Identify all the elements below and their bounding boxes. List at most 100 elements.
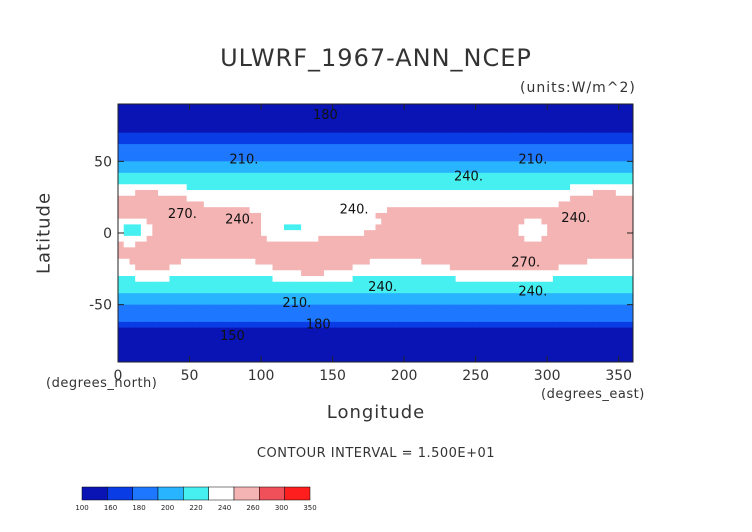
heatmap-cell	[564, 258, 571, 266]
heatmap-cell	[558, 190, 565, 197]
heatmap-cell	[364, 270, 371, 277]
heatmap-cell	[472, 144, 480, 151]
heatmap-cell	[329, 172, 337, 180]
heatmap-cell	[221, 190, 228, 197]
heatmap-cell	[512, 333, 520, 340]
heatmap-cell	[221, 327, 228, 334]
heatmap-cell	[610, 144, 617, 151]
heatmap-cell	[615, 144, 623, 151]
heatmap-cell	[552, 344, 560, 352]
heatmap-cell	[312, 304, 319, 311]
heatmap-cell	[392, 356, 399, 362]
heatmap-cell	[432, 344, 440, 352]
heatmap-cell	[221, 224, 228, 231]
heatmap-cell	[180, 115, 188, 122]
heatmap-cell	[123, 207, 131, 214]
heatmap-cell	[169, 339, 176, 346]
heatmap-cell	[621, 327, 628, 334]
heatmap-cell	[558, 321, 565, 329]
heatmap-cell	[369, 172, 377, 180]
heatmap-cell	[198, 224, 205, 231]
heatmap-cell	[301, 144, 308, 151]
heatmap-cell	[261, 321, 268, 329]
heatmap-cell	[158, 293, 165, 300]
heatmap-cell	[507, 195, 514, 203]
heatmap-cell	[575, 109, 583, 117]
heatmap-cell	[215, 190, 222, 197]
heatmap-cell	[489, 218, 497, 225]
heatmap-cell	[432, 321, 440, 329]
heatmap-cell	[123, 321, 131, 329]
heatmap-cell	[501, 230, 508, 237]
heatmap-cell	[364, 184, 371, 191]
heatmap-cell	[598, 310, 605, 317]
heatmap-cell	[272, 247, 279, 254]
heatmap-cell	[346, 230, 354, 237]
heatmap-cell	[398, 155, 405, 162]
heatmap-cell	[346, 115, 354, 122]
heatmap-cell	[364, 126, 371, 134]
heatmap-cell	[226, 316, 234, 323]
heatmap-cell	[518, 155, 525, 162]
heatmap-cell	[552, 264, 560, 271]
heatmap-cell	[146, 264, 153, 271]
heatmap-cell	[140, 350, 148, 357]
heatmap-cell	[627, 258, 633, 266]
heatmap-cell	[215, 144, 222, 151]
heatmap-cell	[375, 339, 382, 346]
heatmap-cell	[427, 310, 434, 317]
heatmap-cell	[221, 310, 228, 317]
heatmap-cell	[547, 276, 554, 283]
heatmap-cell	[152, 132, 159, 139]
heatmap-cell	[192, 356, 199, 362]
heatmap-cell	[243, 356, 251, 362]
heatmap-cell	[472, 281, 480, 289]
heatmap-cell	[444, 144, 451, 151]
heatmap-cell	[495, 115, 502, 122]
heatmap-cell	[432, 172, 440, 180]
heatmap-cell	[329, 241, 337, 248]
heatmap-cell	[192, 190, 199, 197]
heatmap-cell	[215, 258, 222, 266]
heatmap-cell	[129, 212, 136, 220]
heatmap-cell	[278, 155, 285, 162]
heatmap-cell	[283, 235, 291, 243]
heatmap-cell	[232, 333, 239, 340]
heatmap-cell	[564, 109, 571, 117]
heatmap-cell	[381, 121, 388, 128]
heatmap-cell	[243, 132, 251, 139]
heatmap-cell	[438, 138, 445, 145]
heatmap-cell	[135, 304, 142, 311]
heatmap-cell	[135, 356, 142, 362]
heatmap-cell	[180, 339, 188, 346]
heatmap-cell	[512, 172, 520, 180]
heatmap-cell	[415, 138, 422, 145]
heatmap-cell	[118, 144, 125, 151]
heatmap-cell	[621, 172, 628, 180]
heatmap-cell	[123, 121, 131, 128]
heatmap-cell	[329, 161, 337, 168]
heatmap-cell	[432, 356, 440, 362]
heatmap-cell	[278, 287, 285, 294]
heatmap-cell	[489, 144, 497, 151]
heatmap-cell	[472, 270, 480, 277]
heatmap-cell	[449, 218, 457, 225]
heatmap-cell	[386, 230, 394, 237]
heatmap-cell	[392, 132, 399, 139]
heatmap-cell	[375, 350, 382, 357]
heatmap-cell	[598, 356, 605, 362]
heatmap-cell	[455, 126, 462, 134]
heatmap-cell	[243, 241, 251, 248]
heatmap-cell	[140, 207, 148, 214]
heatmap-cell	[495, 310, 502, 317]
heatmap-cell	[467, 115, 474, 122]
heatmap-cell	[364, 138, 371, 145]
heatmap-cell	[266, 218, 274, 225]
heatmap-cell	[301, 333, 308, 340]
heatmap-cell	[232, 304, 239, 311]
heatmap-cell	[592, 109, 600, 117]
heatmap-cell	[238, 212, 245, 220]
heatmap-cell	[467, 281, 474, 289]
heatmap-cell	[598, 293, 605, 300]
heatmap-cell	[564, 241, 571, 248]
